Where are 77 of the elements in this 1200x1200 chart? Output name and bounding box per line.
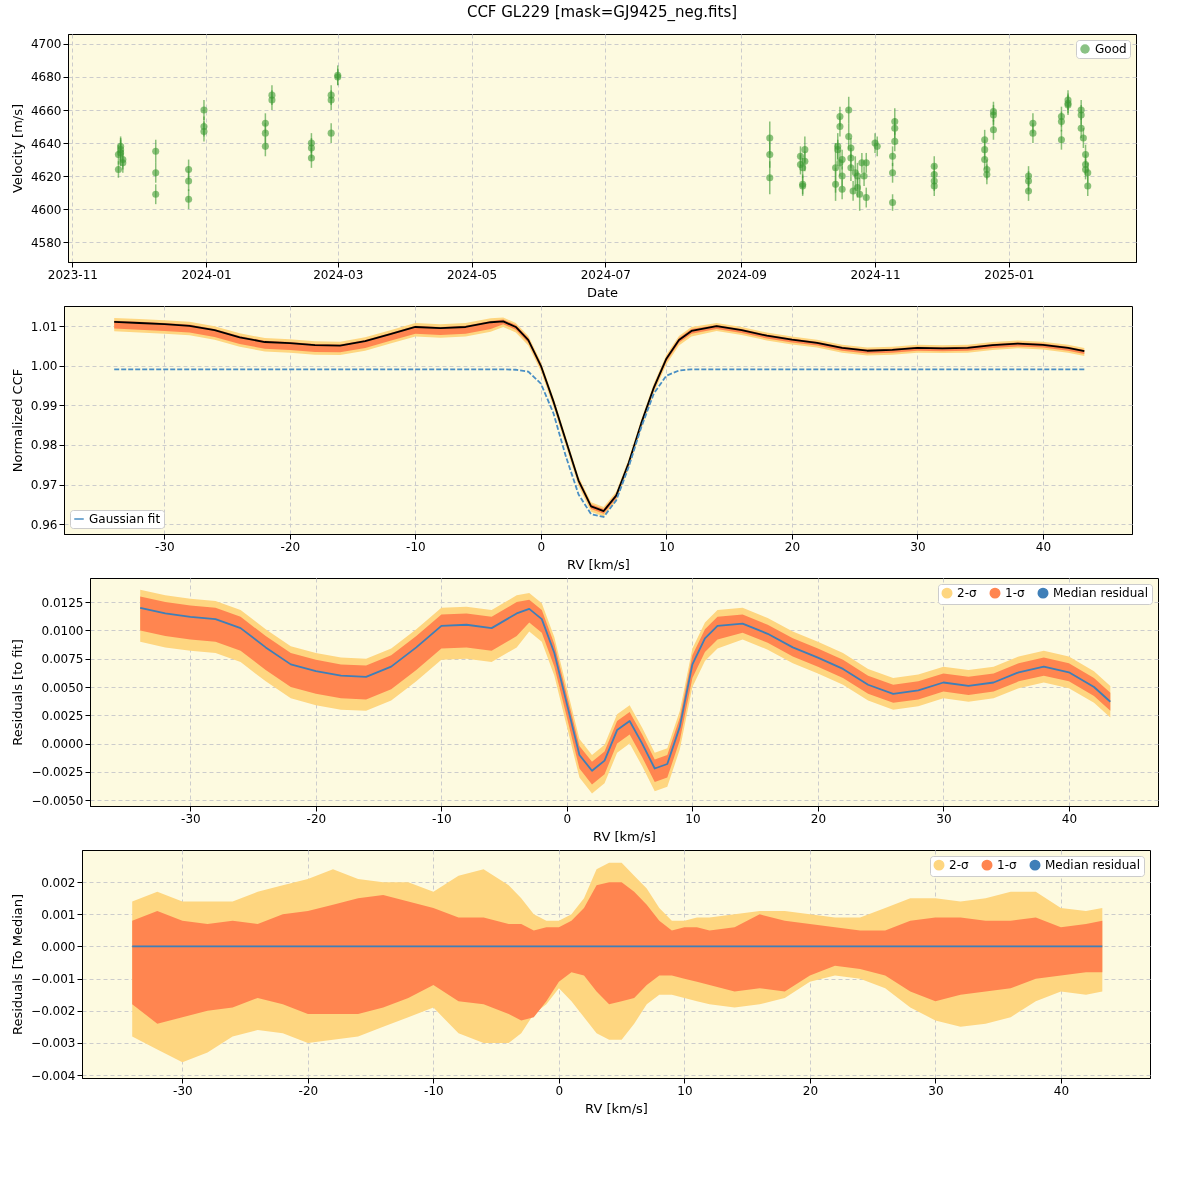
y-tick-label: 0.98: [30, 438, 58, 453]
x-tick-label: 2024-05: [446, 267, 498, 282]
y-tick-label: 4700: [30, 37, 62, 52]
y-tick-label: −0.004: [31, 1068, 76, 1083]
x-tick-label: 40: [1061, 811, 1078, 826]
y-tick-label: −0.0025: [31, 765, 84, 780]
x-axis-title: RV [km/s]: [567, 556, 630, 572]
x-tick-label: 2024-11: [850, 267, 901, 282]
y-tick-label: 1.00: [30, 359, 58, 374]
x-tick-label: 20: [784, 539, 801, 554]
y-axis-title: Residuals [to fit]: [10, 639, 26, 746]
x-axis-title: RV [km/s]: [585, 1100, 648, 1116]
y-tick-label: 0.99: [30, 398, 58, 413]
y-tick-label: 0.0100: [41, 623, 84, 638]
y-tick-label: 0.97: [30, 478, 58, 493]
x-axis-title: Date: [586, 284, 619, 300]
y-tick-label: 1.01: [30, 319, 58, 334]
y-axis-title: Velocity [m/s]: [9, 103, 25, 194]
y-tick-label: −0.001: [31, 972, 76, 987]
y-tick-label: 0.0125: [41, 595, 84, 610]
y-tick-label: 0.002: [41, 875, 76, 890]
legend-label: 2-σ: [949, 858, 969, 873]
y-tick-label: 0.000: [41, 939, 76, 954]
y-tick-label: 4600: [30, 202, 62, 217]
x-tick-label: -10: [406, 539, 426, 554]
y-tick-label: 0.0000: [41, 737, 84, 752]
x-tick-label: 0: [555, 1083, 564, 1098]
y-tick-label: 0.0075: [41, 652, 84, 667]
x-tick-label: 0: [563, 811, 572, 826]
x-tick-label: 20: [810, 811, 827, 826]
legend-label: Gaussian fit: [89, 512, 161, 526]
legend-label: 1-σ: [997, 858, 1017, 873]
x-axis-title: RV [km/s]: [593, 828, 656, 844]
x-tick-label: 20: [802, 1083, 819, 1098]
x-tick-label: 2025-01: [984, 267, 1035, 282]
x-tick-label: 40: [1035, 539, 1052, 554]
x-tick-label: -30: [181, 811, 201, 826]
legend-label: Median residual: [1053, 586, 1149, 601]
x-tick-label: 2024-07: [580, 267, 631, 282]
x-tick-label: -20: [298, 1083, 319, 1098]
y-tick-label: 0.0025: [41, 708, 84, 723]
y-axis-title: Residuals [To Median]: [10, 893, 26, 1036]
y-tick-label: −0.002: [31, 1004, 76, 1019]
x-tick-label: 2024-03: [313, 267, 364, 282]
x-tick-label: 40: [1053, 1083, 1070, 1098]
x-tick-label: -10: [432, 811, 452, 826]
x-tick-label: 30: [928, 1083, 944, 1098]
y-tick-label: 4660: [30, 103, 62, 118]
chart-title: CCF GL229 [mask=GJ9425_neg.fits]: [466, 3, 738, 22]
y-tick-label: 4680: [30, 70, 62, 85]
y-tick-label: 0.001: [41, 907, 76, 922]
y-axis-title: Normalized CCF: [9, 368, 25, 473]
legend-label: Good: [1095, 42, 1127, 56]
x-tick-label: 2024-09: [716, 267, 767, 282]
x-tick-label: 2024-01: [181, 267, 232, 282]
x-tick-label: 10: [685, 811, 701, 826]
x-tick-label: -30: [173, 1083, 193, 1098]
y-tick-label: 4620: [30, 169, 62, 184]
x-tick-label: -10: [424, 1083, 444, 1098]
legend-label: Median residual: [1045, 858, 1141, 873]
legend-label: 2-σ: [957, 586, 977, 601]
y-tick-label: −0.0050: [31, 793, 84, 808]
x-tick-label: 10: [677, 1083, 693, 1098]
y-tick-label: 0.96: [30, 517, 58, 532]
x-tick-label: 2023-11: [47, 267, 98, 282]
x-tick-label: 0: [537, 539, 546, 554]
x-tick-label: 30: [910, 539, 926, 554]
x-tick-label: 30: [936, 811, 952, 826]
x-tick-label: 10: [659, 539, 675, 554]
y-tick-label: 4640: [30, 136, 62, 151]
y-tick-label: 0.0050: [41, 680, 84, 695]
y-tick-label: −0.003: [31, 1036, 76, 1051]
x-tick-label: -20: [306, 811, 327, 826]
x-tick-label: -30: [155, 539, 175, 554]
legend-label: 1-σ: [1005, 586, 1025, 601]
y-tick-label: 4580: [30, 235, 62, 250]
x-tick-label: -20: [280, 539, 301, 554]
